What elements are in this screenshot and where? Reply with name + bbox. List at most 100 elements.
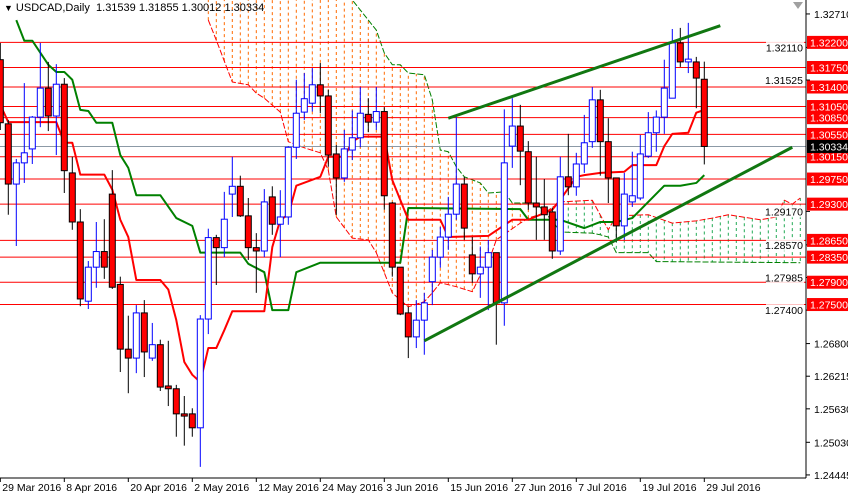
senkou-span-b-line <box>351 0 801 264</box>
candle-body <box>628 195 636 203</box>
candle-bullish <box>148 322 156 361</box>
dropdown-triangle-icon[interactable]: ▼ <box>4 3 13 13</box>
candle-bearish <box>236 175 244 217</box>
candle-bearish <box>172 384 180 437</box>
price-tick-label: 1.25030 <box>814 437 848 449</box>
tenkan-sen-line <box>0 104 705 384</box>
candle-bullish <box>284 146 292 225</box>
candle-body <box>508 125 516 147</box>
candle-body <box>580 142 588 165</box>
candle-body <box>516 125 524 152</box>
level-label-bg <box>807 275 848 289</box>
candle-body <box>660 87 668 118</box>
candle-bearish <box>156 339 164 391</box>
candle-body <box>684 58 692 63</box>
date-tick-label: 20 Apr 2016 <box>130 482 187 494</box>
candle-body <box>596 99 604 143</box>
candle-bullish <box>508 98 516 168</box>
candle-body <box>332 153 340 179</box>
date-tick-label: 27 Jun 2016 <box>514 482 572 494</box>
candle-bearish <box>460 176 468 240</box>
kijun-sen-line <box>15 19 705 312</box>
candle-bullish <box>572 152 580 196</box>
candle-bearish <box>396 266 404 316</box>
candle-body <box>244 215 252 249</box>
candle-body <box>60 83 68 172</box>
price-tick-label: 1.25630 <box>814 404 848 416</box>
candle-bullish <box>52 64 60 156</box>
candle-bearish <box>332 145 340 215</box>
candle-body <box>36 87 44 118</box>
price-tick-label: 1.24445 <box>814 470 848 482</box>
date-tick-label: 2 May 2016 <box>194 482 249 494</box>
level-label: 1.30150 <box>810 152 848 164</box>
candle-bullish <box>436 227 444 268</box>
candle-bullish <box>220 191 228 258</box>
price-tick-label: 1.26215 <box>814 371 848 383</box>
candle-body <box>452 183 460 215</box>
candles <box>0 22 708 467</box>
candle-body <box>668 42 676 99</box>
candle-body <box>44 87 52 117</box>
date-tick-label: 15 Jun 2016 <box>450 482 508 494</box>
candle-bullish <box>132 305 140 374</box>
candle-body <box>84 266 92 302</box>
candle-bearish <box>244 198 252 260</box>
ohlc-values: 1.31539 1.31855 1.30012 1.30334 <box>96 2 265 14</box>
trendline <box>447 24 721 120</box>
chart-header: ▼ USDCAD,Daily 1.31539 1.31855 1.30012 1.… <box>4 2 264 14</box>
candle-body <box>396 266 404 315</box>
candle-bearish <box>532 156 540 240</box>
candle-bearish <box>604 118 612 204</box>
candle-bearish <box>612 177 620 243</box>
chart-shift-marker-icon[interactable] <box>793 2 803 9</box>
level-label-bg <box>807 100 848 114</box>
candle-bullish <box>644 112 652 158</box>
candle-body <box>444 213 452 238</box>
candle-bullish <box>428 249 436 306</box>
level-label: 1.30550 <box>810 129 848 141</box>
level-label-bg <box>807 60 848 74</box>
candle-body <box>340 148 348 179</box>
candle-bearish <box>388 201 396 277</box>
level-label-bg <box>807 233 848 247</box>
candle-body <box>692 61 700 79</box>
candle-bullish <box>340 129 348 182</box>
candle-body <box>700 78 708 147</box>
date-tick-label: 29 Jul 2016 <box>706 482 760 494</box>
candle-body <box>12 162 20 185</box>
candle-bearish <box>468 237 476 283</box>
candle-body <box>28 116 36 150</box>
level-label-bg <box>807 111 848 125</box>
candle-body <box>588 99 596 143</box>
candle-bearish <box>164 340 172 407</box>
candle-bullish <box>92 221 100 288</box>
candle-body <box>620 193 628 227</box>
candle-body <box>188 413 196 429</box>
level-label: 1.28350 <box>810 252 848 264</box>
date-tick-label: 24 May 2016 <box>322 482 383 494</box>
candle-bullish <box>372 87 380 130</box>
candle-body <box>652 116 660 134</box>
candle-body <box>388 202 396 268</box>
candle-bullish <box>204 228 212 335</box>
candle-body <box>356 112 364 139</box>
current-price-label: 1.30334 <box>810 141 848 153</box>
candle-body <box>612 177 620 227</box>
candle-bullish <box>356 87 364 148</box>
candle-body <box>532 202 540 208</box>
candle-body <box>164 385 172 390</box>
candle-bearish <box>692 56 700 109</box>
candle-body <box>132 312 140 359</box>
candle-bearish <box>540 179 548 240</box>
current-price-label-bg <box>807 139 848 153</box>
level-label: 1.28650 <box>810 235 848 247</box>
candle-body <box>292 112 300 148</box>
price-tick-label-bg <box>766 304 804 317</box>
candle-body <box>604 141 612 179</box>
level-label: 1.31050 <box>810 102 848 114</box>
candle-bearish <box>100 219 108 279</box>
candle-body <box>284 146 292 218</box>
